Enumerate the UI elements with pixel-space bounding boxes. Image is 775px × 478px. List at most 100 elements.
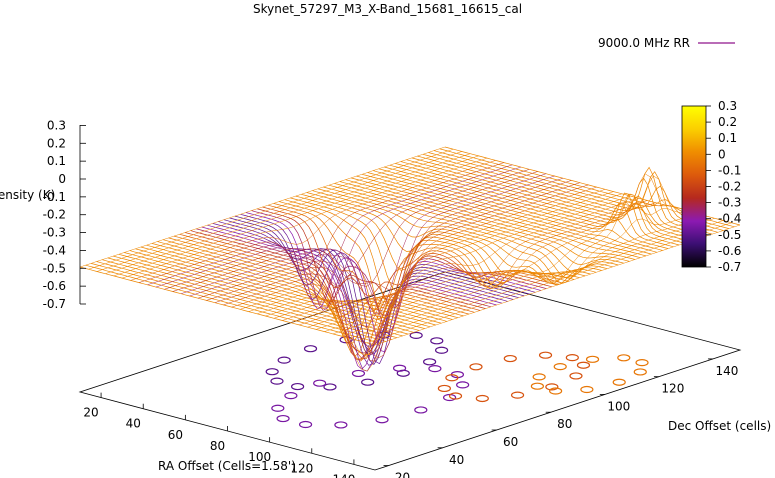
base-contour-mark xyxy=(434,346,449,354)
base-contour-mark xyxy=(291,382,305,391)
base-contour-mark xyxy=(298,420,313,429)
base-contour-mark xyxy=(569,372,583,380)
legend-label: 9000.0 MHz RR xyxy=(598,36,690,50)
z-tick-label: 0 xyxy=(58,172,66,186)
surface-line xyxy=(181,173,547,315)
surface-line xyxy=(113,155,479,277)
surface-line xyxy=(88,148,454,270)
surface-line xyxy=(85,264,381,344)
surface-line xyxy=(290,202,656,323)
surface-line xyxy=(339,181,635,260)
base-contour-mark xyxy=(585,355,600,363)
z-tick-label: -0.3 xyxy=(43,226,66,240)
y-tick-label: 100 xyxy=(607,399,630,413)
base-contour-mark xyxy=(270,377,284,385)
surface-line xyxy=(422,153,718,233)
base-contour-mark xyxy=(323,383,337,391)
base-contour-mark xyxy=(617,354,631,362)
colorbar-ticks: 0.3 0.2 0.1 0 -0.1 -0.2 -0.3 -0.4 -0.5 -0.6 -0.7 xyxy=(706,99,741,274)
surface-line xyxy=(190,230,486,354)
surface-line xyxy=(428,152,724,231)
base-contour-mark xyxy=(428,365,442,373)
surface-line xyxy=(91,263,387,342)
colorbar-tick-label: 0.3 xyxy=(718,99,737,113)
surface-line xyxy=(218,221,514,354)
surface-line xyxy=(417,155,713,235)
base-contour-mark xyxy=(532,373,546,381)
base-contour-mark xyxy=(448,392,463,400)
y-tick-label: 40 xyxy=(449,453,464,467)
z-tick-label: 0.1 xyxy=(47,154,66,168)
z-tick-label: -0.2 xyxy=(43,208,66,222)
surface-line xyxy=(240,189,606,372)
base-contour-mark xyxy=(351,369,366,378)
colorbar-tick-label: -0.5 xyxy=(718,228,741,242)
surface-line xyxy=(201,226,497,370)
base-contour-mark xyxy=(271,404,285,412)
surface-line xyxy=(79,146,446,268)
z-tick-label: -0.7 xyxy=(43,297,66,311)
x-axis: 20 40 60 80 100 120 140 xyxy=(83,392,355,478)
surface-line xyxy=(358,220,724,341)
surface-line xyxy=(384,166,680,246)
surface-line xyxy=(324,193,690,332)
surface-line xyxy=(197,177,564,299)
colorbar-tick-label: 0.2 xyxy=(718,115,737,129)
x-tick-label: 60 xyxy=(168,428,183,442)
base-contours xyxy=(265,331,649,429)
x-tick-label: 140 xyxy=(332,472,355,478)
surface-line xyxy=(162,239,459,331)
base-contour-mark xyxy=(612,378,626,386)
surface-line xyxy=(185,232,481,360)
surface-line xyxy=(223,184,589,359)
colorbar-tick-label: -0.2 xyxy=(718,180,741,194)
surface-line xyxy=(168,237,464,346)
x-axis-label: RA Offset (Cells=1.58') xyxy=(158,459,296,473)
base-contour-mark xyxy=(265,368,279,376)
base-contour-mark xyxy=(565,354,579,362)
surface-line xyxy=(406,159,702,239)
surface-line xyxy=(251,210,547,332)
y-tick-label: 140 xyxy=(716,364,739,378)
y-axis: 20 40 60 80 100 120 140 xyxy=(383,358,739,478)
surface-line xyxy=(323,186,619,272)
y-tick-label: 20 xyxy=(395,471,410,478)
surface-line xyxy=(301,193,597,284)
surface-line xyxy=(96,151,462,272)
base-contour-mark xyxy=(409,331,423,339)
colorbar-tick-label: 0.1 xyxy=(718,131,737,145)
base-contour-mark xyxy=(303,345,318,353)
base-contour-mark xyxy=(313,379,327,387)
surface-line xyxy=(284,199,580,309)
base-contour-mark xyxy=(277,356,291,364)
colorbar-tick-label: -0.7 xyxy=(718,260,741,274)
surface-line xyxy=(349,218,715,339)
base-contour-mark xyxy=(510,391,525,399)
surface-line xyxy=(155,166,521,309)
y-tick-label: 120 xyxy=(661,382,684,396)
surface-line xyxy=(328,184,624,265)
base-contour-mark xyxy=(538,351,553,359)
surface-line xyxy=(147,164,513,305)
surface-line xyxy=(130,160,496,281)
surface-line xyxy=(356,175,652,255)
base-contour-mark xyxy=(375,416,389,424)
x-tick-label: 100 xyxy=(248,450,271,464)
colorbar-tick-label: 0 xyxy=(718,147,726,161)
surface-line xyxy=(317,188,613,279)
base-contour-mark xyxy=(503,354,517,363)
base-contour-mark xyxy=(530,382,544,390)
surface-line xyxy=(361,173,658,253)
surface-line xyxy=(113,255,409,335)
base-contour-mark xyxy=(549,387,563,395)
base-contour-mark xyxy=(423,358,437,366)
z-tick-label: 0.3 xyxy=(47,118,66,132)
surface-line xyxy=(172,171,538,292)
y-tick-label: 60 xyxy=(503,435,518,449)
colorbar: 0.3 0.2 0.1 0 -0.1 -0.2 -0.3 -0.4 -0.5 -0.6 -0.7 xyxy=(681,99,741,274)
z-tick-label: 0.2 xyxy=(47,136,66,150)
surface-line xyxy=(265,195,631,357)
base-contour-mark xyxy=(635,359,649,367)
